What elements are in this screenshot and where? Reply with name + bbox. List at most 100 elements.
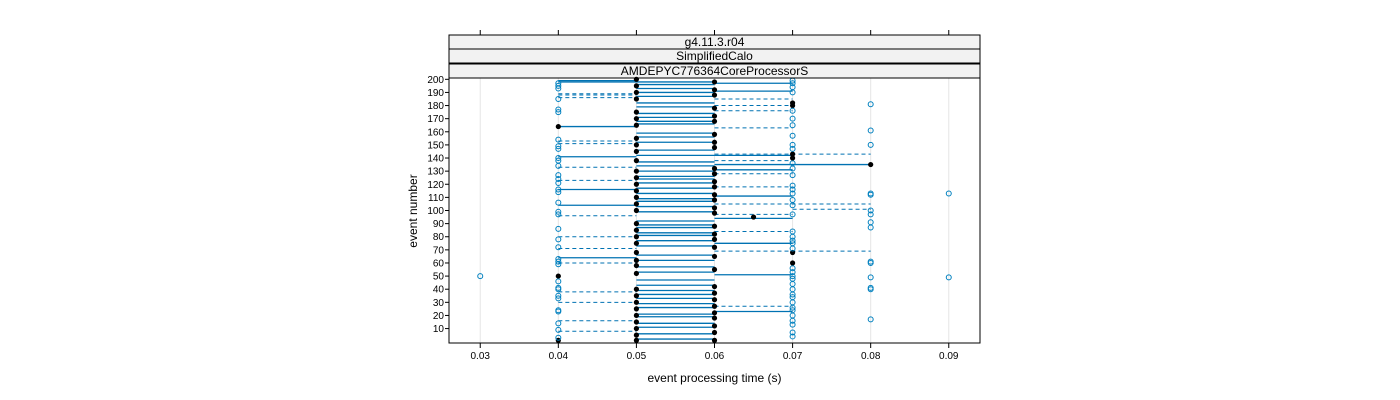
data-point-filled <box>711 179 718 185</box>
data-point-filled <box>711 253 718 260</box>
data-point-filled <box>555 123 561 130</box>
data-point-open <box>789 190 796 197</box>
data-point-filled <box>633 249 640 256</box>
data-point-filled <box>633 299 640 305</box>
data-point-filled <box>633 306 640 312</box>
y-tick-label: 20 <box>433 311 445 322</box>
y-tick-label: 30 <box>433 298 445 309</box>
x-tick-label: 0.05 <box>627 351 647 362</box>
data-point-filled <box>633 293 640 299</box>
data-point-filled <box>789 155 796 161</box>
data-point-open <box>555 143 562 150</box>
y-tick-label: 180 <box>427 101 444 112</box>
y-tick-label: 170 <box>427 114 444 125</box>
y-tick-label: 110 <box>428 193 444 204</box>
data-point-open <box>477 273 484 280</box>
y-axis-title: event number <box>406 174 420 247</box>
data-point-filled <box>711 87 718 93</box>
y-tick-label: 10 <box>433 324 445 335</box>
data-point-filled <box>711 236 718 242</box>
data-point-filled <box>633 83 640 89</box>
data-point-filled <box>711 283 718 290</box>
data-point-open <box>789 321 796 328</box>
data-point-open <box>555 258 562 265</box>
strip-panel: g4.11.3.r04 SimplifiedCalo AMDEPYC776364… <box>448 34 981 79</box>
data-point-open <box>555 284 562 291</box>
data-point-open <box>789 265 796 272</box>
data-point-filled <box>633 148 640 155</box>
data-point-filled <box>633 262 640 269</box>
data-point-filled <box>633 89 640 96</box>
data-point-open <box>555 95 562 102</box>
point-layer <box>477 76 952 343</box>
data-point-filled <box>711 92 718 98</box>
data-point-filled <box>711 131 718 138</box>
y-tick-label: 190 <box>427 88 444 99</box>
data-point-filled <box>711 113 718 119</box>
data-point-open <box>867 190 874 197</box>
data-point-open <box>945 274 952 281</box>
data-point-open <box>945 190 952 197</box>
data-point-filled <box>711 205 718 211</box>
y-tick-label: 40 <box>433 285 445 296</box>
data-point-filled <box>633 116 640 122</box>
x-axis-title: event processing time (s) <box>647 371 781 385</box>
x-tick-label: 0.08 <box>861 351 881 362</box>
data-point-filled <box>633 312 640 319</box>
data-point-open <box>555 334 562 341</box>
data-point-open <box>789 333 796 340</box>
data-point-open <box>789 211 796 218</box>
data-point-open <box>555 295 562 302</box>
data-point-filled <box>789 100 796 106</box>
data-point-open <box>867 316 874 323</box>
data-point-open <box>789 145 796 152</box>
data-point-open <box>789 182 796 189</box>
data-point-filled <box>633 332 640 338</box>
data-point-filled <box>633 240 640 246</box>
data-point-open <box>555 172 562 179</box>
data-point-filled <box>711 105 718 111</box>
data-point-filled <box>711 310 718 316</box>
data-point-open <box>789 240 796 247</box>
data-point-open <box>789 273 796 280</box>
data-point-filled <box>633 234 640 240</box>
data-point-filled <box>711 303 718 309</box>
data-point-open <box>555 176 562 183</box>
data-point-open <box>789 294 796 301</box>
data-point-open <box>867 207 874 214</box>
data-point-open <box>555 136 562 143</box>
data-point-open <box>555 307 562 314</box>
data-point-open <box>867 258 874 265</box>
data-point-filled <box>711 290 718 296</box>
data-point-open <box>555 320 562 327</box>
data-point-open <box>867 211 874 218</box>
data-point-open <box>555 292 562 299</box>
data-point-filled <box>789 151 796 157</box>
data-point-open <box>789 197 796 204</box>
data-point-filled <box>711 266 718 273</box>
data-point-open <box>555 189 562 196</box>
data-point-filled <box>633 207 640 214</box>
y-tick-label: 80 <box>433 232 445 243</box>
data-point-filled <box>633 194 640 200</box>
data-point-filled <box>711 297 718 303</box>
data-point-filled <box>711 329 718 336</box>
data-point-open <box>555 106 562 113</box>
data-point-open <box>789 132 796 139</box>
y-tick-label: 60 <box>433 258 445 269</box>
data-point-open <box>867 219 874 226</box>
data-point-filled <box>633 257 640 263</box>
data-point-filled <box>633 109 640 115</box>
data-point-filled <box>711 79 718 85</box>
data-point-open <box>867 101 874 108</box>
data-point-filled <box>711 337 718 343</box>
data-point-filled <box>711 223 718 229</box>
x-tick-label: 0.03 <box>471 351 491 362</box>
y-tick-label: 100 <box>427 206 444 217</box>
data-point-open <box>789 122 796 129</box>
data-point-open <box>789 80 796 87</box>
data-point-open <box>789 237 796 244</box>
data-point-open <box>555 80 562 87</box>
data-point-open <box>789 228 796 235</box>
data-point-open <box>555 211 562 218</box>
